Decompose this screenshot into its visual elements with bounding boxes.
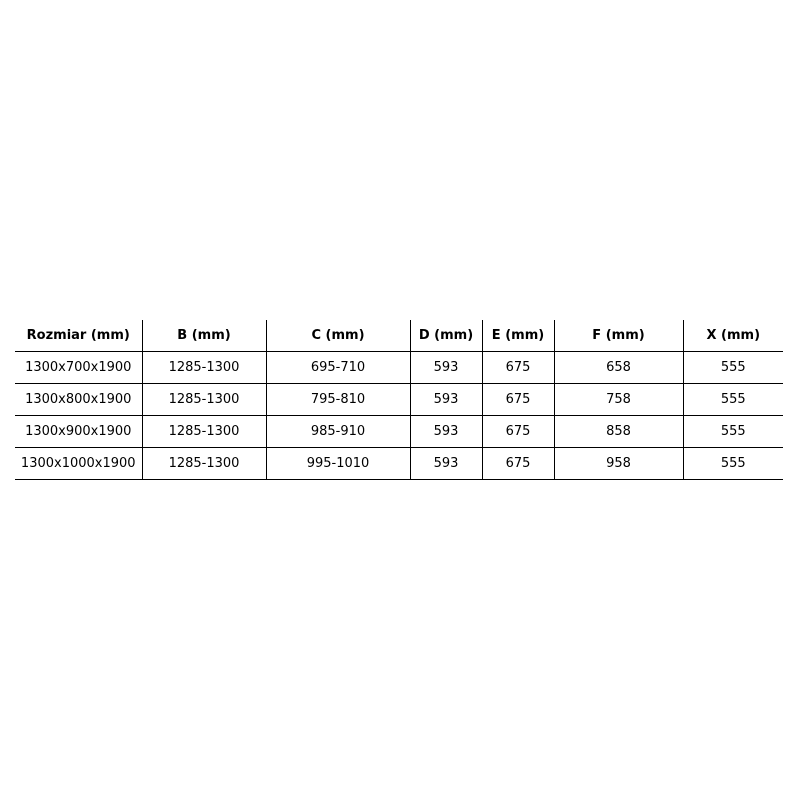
table-cell: 675 [481,383,554,416]
column-header: Rozmiar (mm) [15,320,142,352]
table-cell: 675 [481,447,554,480]
header-row: Rozmiar (mm) B (mm) C (mm) D (mm) E (mm) F (m… [15,320,783,352]
table-cell: 695-710 [265,351,410,384]
column-header: B (mm) [141,320,266,352]
table-cell: 858 [553,415,683,448]
dimensions-table: Rozmiar (mm) B (mm) C (mm) D (mm) E (mm) F (m… [15,320,783,480]
table-cell: 593 [409,415,482,448]
table-cell: 1285-1300 [141,415,266,448]
column-header: X (mm) [682,320,783,352]
table-cell: 593 [409,383,482,416]
table-cell: 985-910 [265,415,410,448]
table-cell: 555 [682,351,783,384]
table-cell: 958 [553,447,683,480]
table-cell: 795-810 [265,383,410,416]
table-cell: 1300x700x1900 [15,351,142,384]
table-cell: 758 [553,383,683,416]
table-cell: 1300x900x1900 [15,415,142,448]
column-header: E (mm) [481,320,554,352]
table-row: 1300x1000x1900 1285-1300 995-1010 593 675 958… [15,447,783,480]
table-cell: 1300x800x1900 [15,383,142,416]
table-cell: 555 [682,447,783,480]
table-cell: 1285-1300 [141,383,266,416]
column-header: D (mm) [409,320,482,352]
table-cell: 555 [682,383,783,416]
table-cell: 555 [682,415,783,448]
column-header: C (mm) [265,320,410,352]
table-cell: 1285-1300 [141,447,266,480]
table-cell: 995-1010 [265,447,410,480]
table-cell: 593 [409,351,482,384]
table-cell: 675 [481,415,554,448]
table-row: 1300x700x1900 1285-1300 695-710 593 675 658 55… [15,351,783,384]
table-row: 1300x800x1900 1285-1300 795-810 593 675 758 55… [15,383,783,416]
table-cell: 675 [481,351,554,384]
column-header: F (mm) [553,320,683,352]
table-cell: 658 [553,351,683,384]
table-cell: 1300x1000x1900 [15,447,142,480]
table-cell: 1285-1300 [141,351,266,384]
table-row: 1300x900x1900 1285-1300 985-910 593 675 858 55… [15,415,783,448]
table-cell: 593 [409,447,482,480]
